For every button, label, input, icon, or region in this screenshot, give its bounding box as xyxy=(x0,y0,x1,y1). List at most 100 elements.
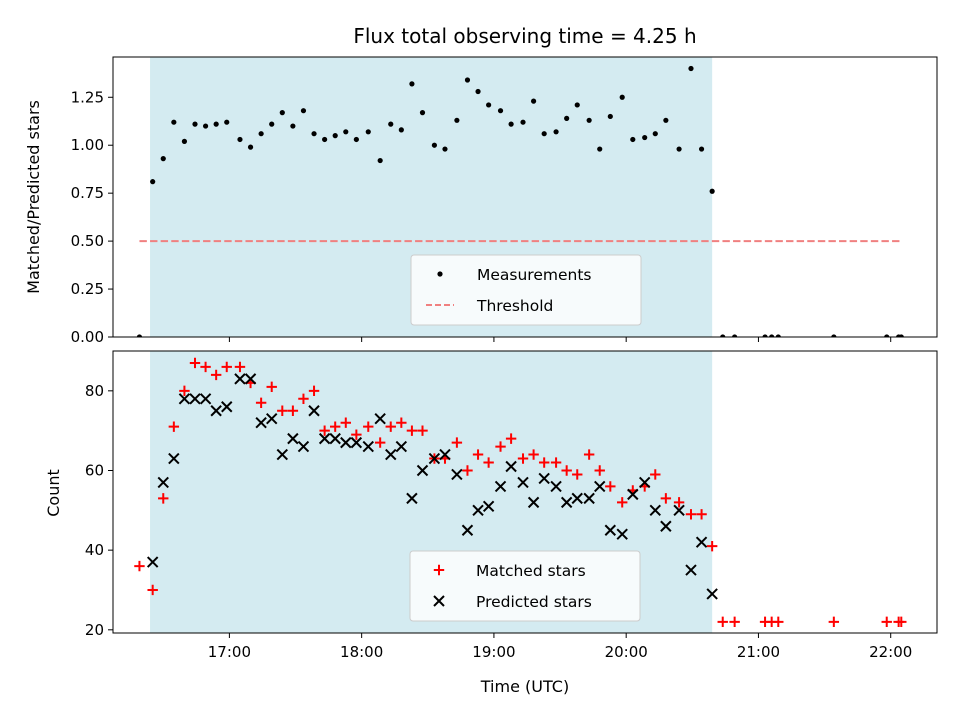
data-point xyxy=(541,131,547,137)
data-point xyxy=(171,119,177,125)
data-point xyxy=(574,102,580,108)
data-point xyxy=(773,616,784,628)
data-point xyxy=(717,616,728,628)
data-point xyxy=(244,373,257,385)
data-point xyxy=(560,496,573,509)
data-point xyxy=(896,616,907,628)
legend-label: Predicted stars xyxy=(476,593,592,611)
bottom-series-predicted-stars xyxy=(146,373,718,600)
data-point xyxy=(706,588,718,600)
data-point xyxy=(475,88,481,95)
data-point xyxy=(564,115,570,121)
top-y-axis-label: Matched/Predicted stars xyxy=(24,100,43,294)
top-legend: Measurements Threshold xyxy=(410,254,642,326)
data-point xyxy=(329,432,341,445)
data-point xyxy=(586,117,592,123)
chart-title: Flux total observing time = 4.25 h xyxy=(353,24,696,48)
data-point xyxy=(340,417,351,428)
data-point xyxy=(483,457,494,468)
data-point xyxy=(409,81,415,87)
data-point xyxy=(517,453,529,464)
data-point xyxy=(318,432,331,445)
data-point xyxy=(881,616,892,628)
data-point xyxy=(538,472,550,485)
data-point xyxy=(189,357,201,369)
data-point xyxy=(530,98,537,104)
data-point xyxy=(583,449,595,460)
data-point xyxy=(638,476,651,489)
data-point xyxy=(340,436,352,449)
ratio-panel: 0.00 0.25 0.50 0.75 1.00 1.25 Measurements Thre… xyxy=(71,56,938,346)
data-point xyxy=(266,413,278,425)
data-point xyxy=(158,493,169,504)
data-point xyxy=(572,469,583,480)
data-point xyxy=(464,77,471,83)
data-point xyxy=(495,441,506,452)
data-point xyxy=(732,334,738,337)
x-tick-label: 19:00 xyxy=(472,643,515,661)
data-point xyxy=(472,504,484,517)
data-point xyxy=(192,121,198,127)
data-point xyxy=(332,133,338,139)
data-point xyxy=(136,334,143,337)
data-point xyxy=(706,540,718,552)
data-point xyxy=(431,142,437,148)
data-point xyxy=(685,509,697,520)
data-point xyxy=(775,334,781,337)
data-point xyxy=(698,146,705,152)
data-point xyxy=(884,334,890,337)
data-point xyxy=(695,536,708,548)
data-point xyxy=(210,369,222,381)
data-point xyxy=(388,121,394,127)
data-point xyxy=(604,524,617,536)
bottom-y-tick-label: 80 xyxy=(85,382,104,400)
bottom-axes-frame xyxy=(112,350,938,634)
data-point xyxy=(652,131,658,137)
data-point xyxy=(234,361,246,373)
bottom-y-tick-label: 20 xyxy=(85,621,104,639)
data-point xyxy=(497,108,504,114)
legend-label: Matched stars xyxy=(476,562,586,580)
data-point xyxy=(676,146,682,152)
data-point xyxy=(200,361,211,373)
data-point xyxy=(374,413,386,425)
x-tick-label: 21:00 xyxy=(737,643,780,661)
data-point xyxy=(319,425,330,436)
top-y-tick-label: 0.50 xyxy=(71,232,104,250)
data-point xyxy=(385,448,397,461)
data-point xyxy=(696,509,707,520)
legend-box xyxy=(409,550,641,622)
data-point xyxy=(277,405,288,416)
data-point xyxy=(616,528,628,540)
data-point xyxy=(147,584,158,596)
data-point xyxy=(649,504,661,517)
top-y-tick-label: 1.25 xyxy=(71,88,104,106)
data-point xyxy=(178,393,191,405)
data-point xyxy=(276,448,289,461)
data-point xyxy=(351,429,362,440)
data-point xyxy=(287,432,299,445)
data-point xyxy=(472,449,484,460)
data-point xyxy=(642,134,648,141)
bottom-y-axis-label: Count xyxy=(44,469,63,517)
data-point xyxy=(363,421,374,432)
data-point xyxy=(322,136,328,143)
data-point xyxy=(720,334,726,337)
data-point xyxy=(538,457,550,468)
bottom-series-matched-stars xyxy=(134,357,907,628)
data-point xyxy=(150,179,156,185)
x-tick-label: 18:00 xyxy=(340,643,383,661)
data-point xyxy=(673,497,685,508)
bottom-legend: Matched stars Predicted stars xyxy=(409,550,641,622)
data-point xyxy=(398,127,404,133)
data-point xyxy=(769,334,775,337)
data-point xyxy=(454,117,460,123)
data-point xyxy=(395,440,408,453)
data-point xyxy=(605,481,616,492)
data-point xyxy=(688,65,694,72)
top-y-tick-label: 0.25 xyxy=(71,280,104,298)
data-point xyxy=(221,361,232,373)
data-point xyxy=(362,440,374,453)
data-point xyxy=(297,440,310,453)
legend-marker xyxy=(437,271,443,277)
